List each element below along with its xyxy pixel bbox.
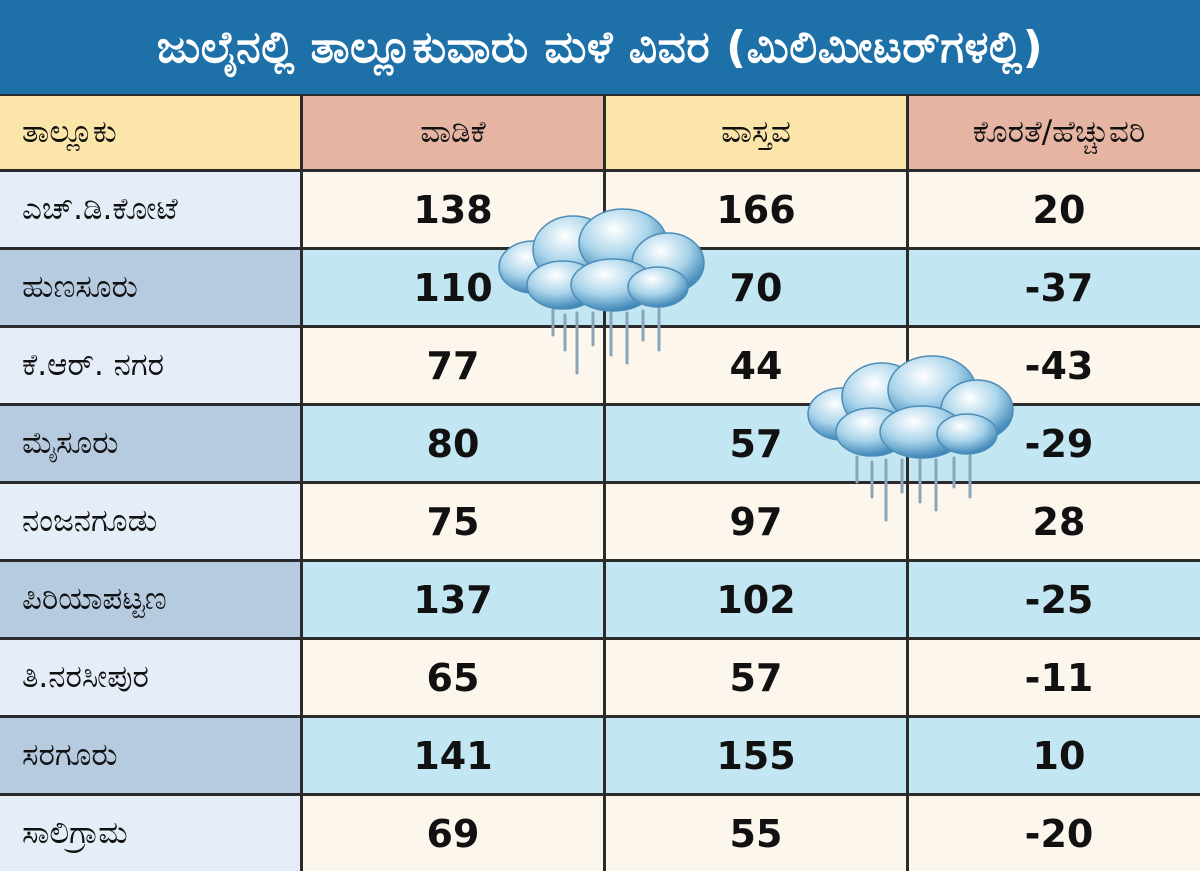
actual-value: 55	[606, 796, 906, 871]
deficit-value: -37	[909, 250, 1200, 325]
rain-cloud-icon	[498, 208, 705, 375]
normal-value: 141	[303, 718, 603, 793]
taluk-name: ಪಿರಿಯಾಪಟ್ಟಣ	[0, 562, 300, 637]
taluk-name: ಸಾಲಿಗ್ರಾಮ	[0, 796, 300, 871]
rainfall-table: ತಾಲ್ಲೂಕು ವಾಡಿಕೆ ವಾಸ್ತವ ಕೊರತೆ/ಹೆಚ್ಚುವರಿ ಎ…	[0, 96, 1200, 871]
normal-value: 80	[303, 406, 603, 481]
column-header-deficit-excess: ಕೊರತೆ/ಹೆಚ್ಚುವರಿ	[909, 96, 1200, 169]
deficit-value: -25	[909, 562, 1200, 637]
column-header-actual: ವಾಸ್ತವ	[606, 96, 906, 169]
taluk-name: ಕೆ.ಆರ್. ನಗರ	[0, 328, 300, 403]
taluk-name: ಹುಣಸೂರು	[0, 250, 300, 325]
rain-cloud-icon	[807, 355, 1014, 522]
deficit-value: -20	[909, 796, 1200, 871]
table-title: ಜುಲೈನಲ್ಲಿ ತಾಲ್ಲೂಕುವಾರು ಮಳೆ ವಿವರ (ಮಿಲಿಮೀಟ…	[0, 0, 1200, 94]
deficit-value: 28	[909, 484, 1200, 559]
actual-value: 57	[606, 640, 906, 715]
taluk-name: ಮೈಸೂರು	[0, 406, 300, 481]
deficit-value: 10	[909, 718, 1200, 793]
column-header-normal: ವಾಡಿಕೆ	[303, 96, 603, 169]
normal-value: 69	[303, 796, 603, 871]
actual-value: 102	[606, 562, 906, 637]
taluk-name: ತಿ.ನರಸೀಪುರ	[0, 640, 300, 715]
column-header-taluk: ತಾಲ್ಲೂಕು	[0, 96, 300, 169]
taluk-name: ನಂಜನಗೂಡು	[0, 484, 300, 559]
normal-value: 75	[303, 484, 603, 559]
taluk-name: ಸರಗೂರು	[0, 718, 300, 793]
actual-value: 97	[606, 484, 906, 559]
deficit-value: -11	[909, 640, 1200, 715]
normal-value: 77	[303, 328, 603, 403]
taluk-name: ಎಚ್.ಡಿ.ಕೋಟೆ	[0, 172, 300, 247]
deficit-value: 20	[909, 172, 1200, 247]
actual-value: 155	[606, 718, 906, 793]
normal-value: 65	[303, 640, 603, 715]
normal-value: 137	[303, 562, 603, 637]
